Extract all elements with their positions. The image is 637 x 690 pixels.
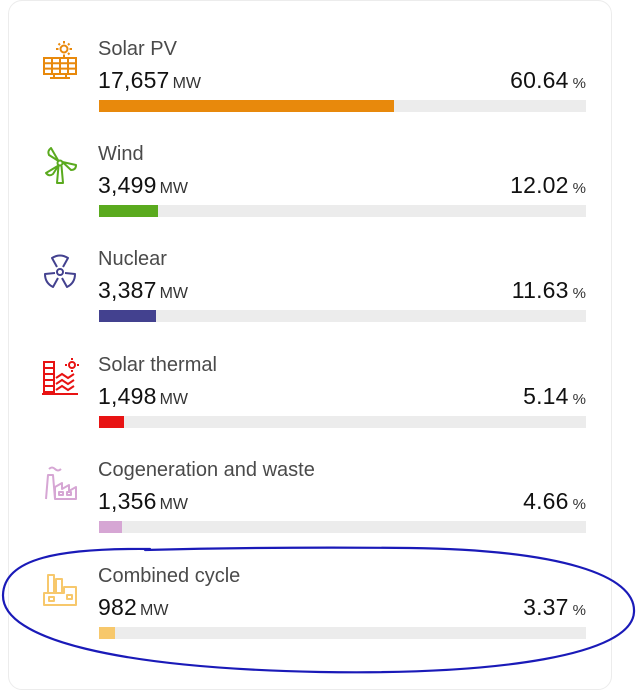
- share-bar: [99, 100, 586, 112]
- share-bar-fill: [99, 416, 125, 428]
- source-label: Combined cycle: [98, 565, 241, 587]
- solar-thermal-icon: [42, 358, 79, 395]
- capacity-value: 1,498 MW: [98, 383, 188, 409]
- wind-turbine-icon: [45, 147, 77, 184]
- share-bar: [99, 627, 586, 639]
- share-bar: [99, 310, 586, 322]
- source-label: Cogeneration and waste: [98, 459, 315, 481]
- share-bar-fill: [99, 205, 158, 217]
- cogeneration-factory-icon: [45, 466, 77, 500]
- nuclear-icon: [44, 254, 76, 288]
- share-percent: 60.64%: [510, 67, 586, 93]
- share-percent: 4.66%: [523, 488, 586, 514]
- row-solar-pv: Solar PV 17,657 MW 60.64%: [40, 38, 590, 138]
- share-bar: [99, 205, 586, 217]
- combined-cycle-plant-icon: [43, 574, 77, 606]
- source-label: Solar PV: [98, 38, 177, 60]
- share-bar-fill: [99, 521, 122, 533]
- share-bar: [99, 521, 586, 533]
- share-percent: 11.63%: [511, 277, 586, 303]
- share-percent: 12.02%: [510, 172, 586, 198]
- share-percent: 3.37%: [523, 594, 586, 620]
- share-bar-fill: [99, 100, 395, 112]
- source-label: Solar thermal: [98, 354, 217, 376]
- share-bar: [99, 416, 586, 428]
- row-solar-thermal: Solar thermal 1,498 MW 5.14%: [40, 354, 590, 454]
- capacity-value: 1,356 MW: [98, 488, 188, 514]
- capacity-value: 17,657 MW: [98, 67, 201, 93]
- share-bar-fill: [99, 627, 116, 639]
- capacity-value: 982 MW: [98, 594, 169, 620]
- source-label: Nuclear: [98, 248, 167, 270]
- row-wind: Wind 3,499 MW 12.02%: [40, 143, 590, 243]
- capacity-value: 3,387 MW: [98, 277, 188, 303]
- row-combined-cycle: Combined cycle 982 MW 3.37%: [40, 565, 590, 665]
- solar-panel-icon: [43, 41, 77, 79]
- row-cogeneration-waste: Cogeneration and waste 1,356 MW 4.66%: [40, 459, 590, 559]
- share-bar-fill: [99, 310, 156, 322]
- row-nuclear: Nuclear 3,387 MW 11.63%: [40, 248, 590, 348]
- source-label: Wind: [98, 143, 144, 165]
- share-percent: 5.14%: [523, 383, 586, 409]
- capacity-value: 3,499 MW: [98, 172, 188, 198]
